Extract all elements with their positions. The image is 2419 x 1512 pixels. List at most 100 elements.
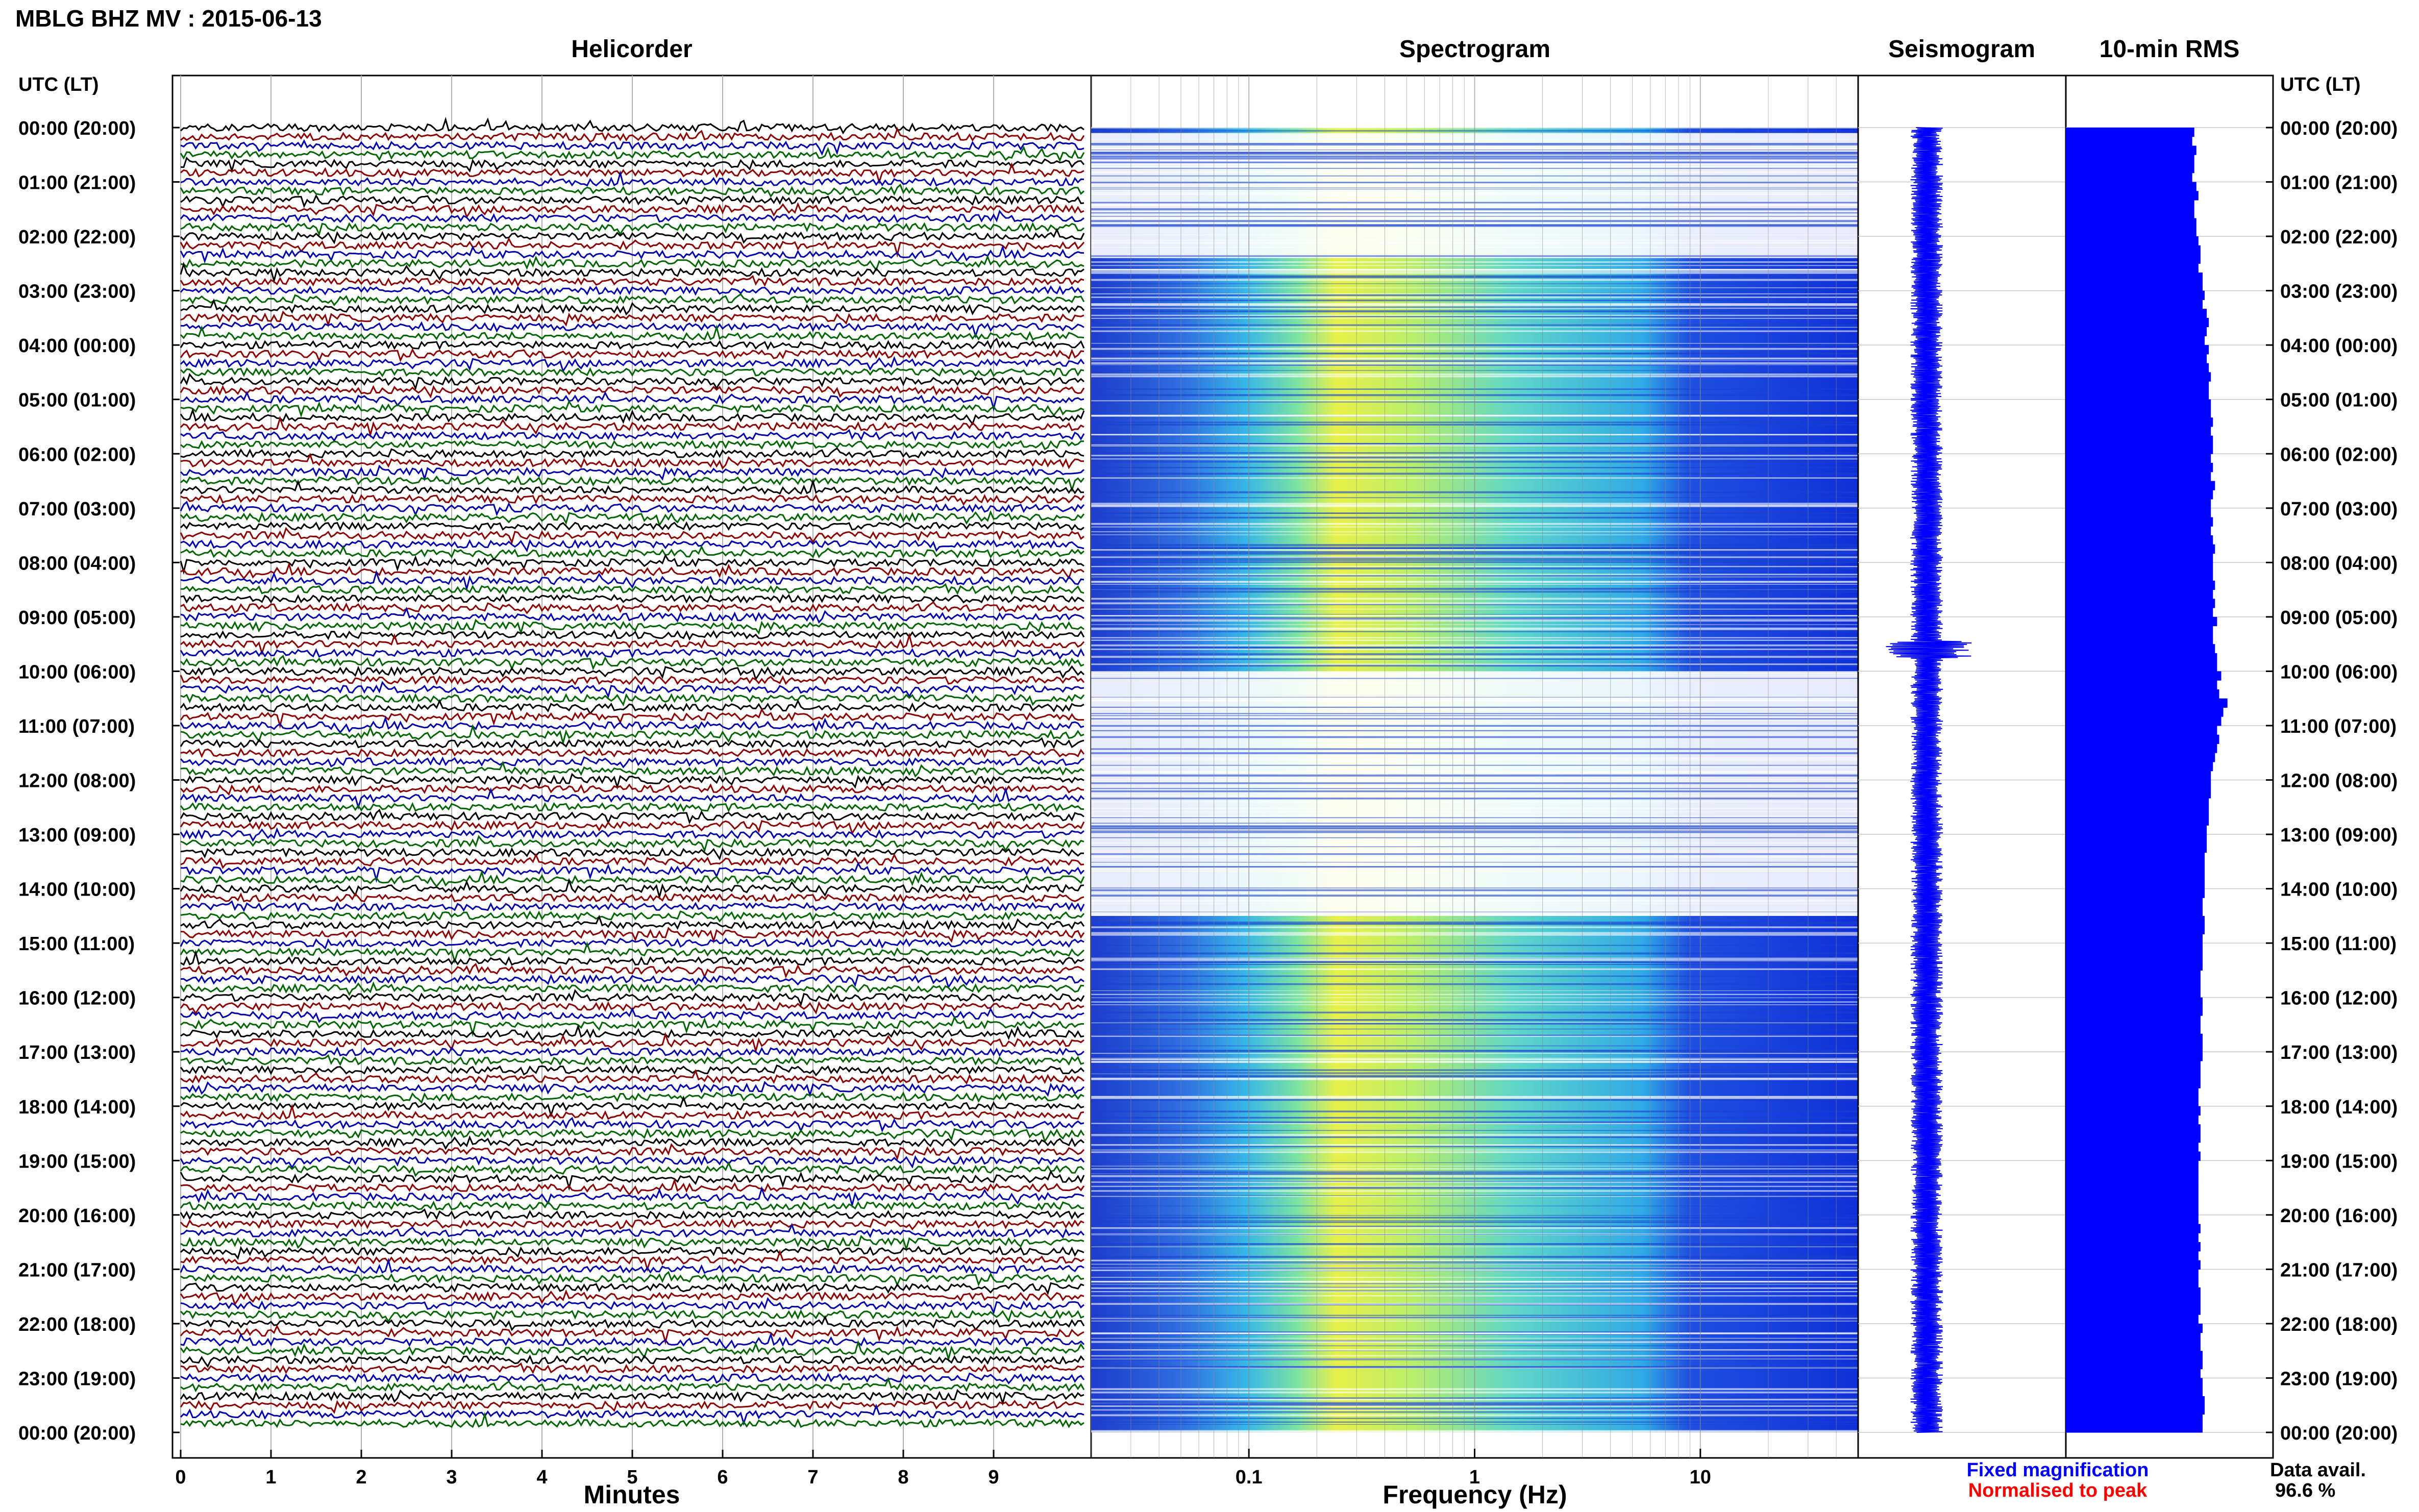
helicorder-trace xyxy=(180,510,1085,527)
helicorder-trace xyxy=(180,464,1085,482)
helicorder-trace xyxy=(180,618,1084,636)
helicorder-trace xyxy=(180,452,1084,470)
rms-bar xyxy=(2066,1033,2203,1043)
rms-bar xyxy=(2066,1296,2201,1306)
helicorder-trace xyxy=(180,1223,1085,1239)
helicorder-trace xyxy=(180,1185,1084,1208)
helicorder-trace xyxy=(180,255,1084,272)
rms-bar xyxy=(2066,1378,2203,1387)
helicorder-trace xyxy=(180,1324,1084,1345)
time-tick-label-left: 17:00 (13:00) xyxy=(18,1042,136,1063)
helicorder-trace xyxy=(180,648,1085,660)
rms-bar xyxy=(2066,925,2205,934)
helicorder-trace xyxy=(180,708,1084,729)
time-tick-label-left: 06:00 (02:00) xyxy=(18,444,136,465)
helicorder-trace xyxy=(180,439,1084,451)
time-tick-label-right: 11:00 (07:00) xyxy=(2280,716,2397,737)
rms-bar xyxy=(2066,680,2217,690)
time-tick-label-right: 19:00 (15:00) xyxy=(2280,1151,2398,1172)
time-tick-label-right: 15:00 (11:00) xyxy=(2280,933,2397,955)
legend-normalised-to-peak: Normalised to peak xyxy=(1968,1480,2148,1501)
helicorder-trace xyxy=(180,861,1085,883)
rms-bar xyxy=(2066,155,2194,164)
rms-bar xyxy=(2066,336,2205,345)
rms-bar xyxy=(2066,1142,2199,1152)
rms-bar xyxy=(2066,1070,2201,1079)
rms-bar xyxy=(2066,816,2209,826)
rms-bar xyxy=(2066,1224,2201,1233)
time-tick-label-right: 02:00 (22:00) xyxy=(2280,227,2398,248)
rms-bar xyxy=(2066,399,2211,409)
spectrogram-panel xyxy=(1090,75,1859,1459)
helicorder-trace xyxy=(180,988,1085,1007)
rms-bar xyxy=(2066,734,2219,744)
rms-title: 10-min RMS xyxy=(2100,36,2240,63)
time-tick-label-left: 07:00 (03:00) xyxy=(18,499,136,520)
time-tick-label-left: 13:00 (09:00) xyxy=(18,825,136,846)
helicorder-trace xyxy=(180,1315,1085,1331)
rms-bar xyxy=(2066,290,2205,300)
helicorder-trace xyxy=(180,1249,1084,1272)
rms-bar xyxy=(2066,689,2219,699)
helicorder-trace xyxy=(180,1054,1084,1067)
helicorder-trace xyxy=(180,1362,1084,1374)
time-tick-label-left: 01:00 (21:00) xyxy=(18,172,136,194)
rms-bar xyxy=(2066,1170,2199,1179)
rms-bar xyxy=(2066,272,2203,282)
rms-bar xyxy=(2066,408,2211,418)
helicorder-xtick-label: 5 xyxy=(627,1467,637,1488)
rms-bar xyxy=(2066,1260,2201,1270)
helicorder-xtick-label: 6 xyxy=(717,1467,728,1488)
rms-bar xyxy=(2066,463,2213,473)
rms-bar xyxy=(2066,753,2215,762)
rms-bar xyxy=(2066,499,2211,509)
time-tick-label-right: 01:00 (21:00) xyxy=(2280,172,2398,194)
time-tick-label-left: 14:00 (10:00) xyxy=(18,879,136,901)
helicorder-trace xyxy=(180,415,1084,438)
helicorder-trace xyxy=(180,878,1084,900)
rms-bar xyxy=(2066,1214,2199,1225)
rms-bar xyxy=(2066,988,2201,998)
helicorder-trace xyxy=(180,773,1084,790)
rms-bar xyxy=(2066,245,2201,255)
time-tick-label-right: 22:00 (18:00) xyxy=(2280,1314,2398,1335)
time-tick-label-right: 08:00 (04:00) xyxy=(2280,553,2398,574)
rms-bar xyxy=(2066,544,2215,554)
helicorder-trace xyxy=(180,209,1084,224)
helicorder-trace xyxy=(180,391,1084,412)
rms-bar xyxy=(2066,1133,2201,1143)
rms-bar xyxy=(2066,1024,2201,1034)
rms-bar xyxy=(2066,934,2203,944)
time-tick-label-right: 07:00 (03:00) xyxy=(2280,499,2398,520)
helicorder-trace xyxy=(180,755,1084,769)
helicorder-trace xyxy=(180,170,1084,187)
rms-bar xyxy=(2066,164,2194,173)
rms-bar xyxy=(2066,1423,2203,1433)
helicorder-trace xyxy=(180,748,1085,758)
helicorder-trace xyxy=(180,367,1084,378)
helicorder-trace xyxy=(180,494,1085,506)
time-tick-label-left: 02:00 (22:00) xyxy=(18,227,136,248)
spectrogram-xtick-label: 1 xyxy=(1469,1467,1480,1488)
time-tick-label-left: 10:00 (06:00) xyxy=(18,661,136,683)
time-tick-label-right: 04:00 (00:00) xyxy=(2280,335,2398,357)
helicorder-trace xyxy=(180,827,1084,842)
rms-bar xyxy=(2066,888,2205,898)
helicorder-trace xyxy=(180,847,1084,861)
rms-bar xyxy=(2066,472,2211,482)
rms-bar xyxy=(2066,1305,2201,1315)
rms-bar xyxy=(2066,1332,2201,1342)
helicorder-trace xyxy=(180,1200,1084,1212)
helicorder-trace xyxy=(180,1135,1084,1150)
rms-bar xyxy=(2066,861,2205,871)
helicorder-trace xyxy=(180,521,1084,532)
rms-bar xyxy=(2066,961,2203,971)
rms-bar xyxy=(2066,979,2201,989)
helicorder-trace xyxy=(180,681,1084,699)
helicorder-trace xyxy=(180,116,1084,135)
helicorder-trace xyxy=(180,1170,1085,1191)
rms-bar xyxy=(2066,761,2213,772)
helicorder-trace xyxy=(180,156,1085,174)
helicorder-trace xyxy=(180,1245,1084,1260)
rms-bar xyxy=(2066,825,2207,835)
